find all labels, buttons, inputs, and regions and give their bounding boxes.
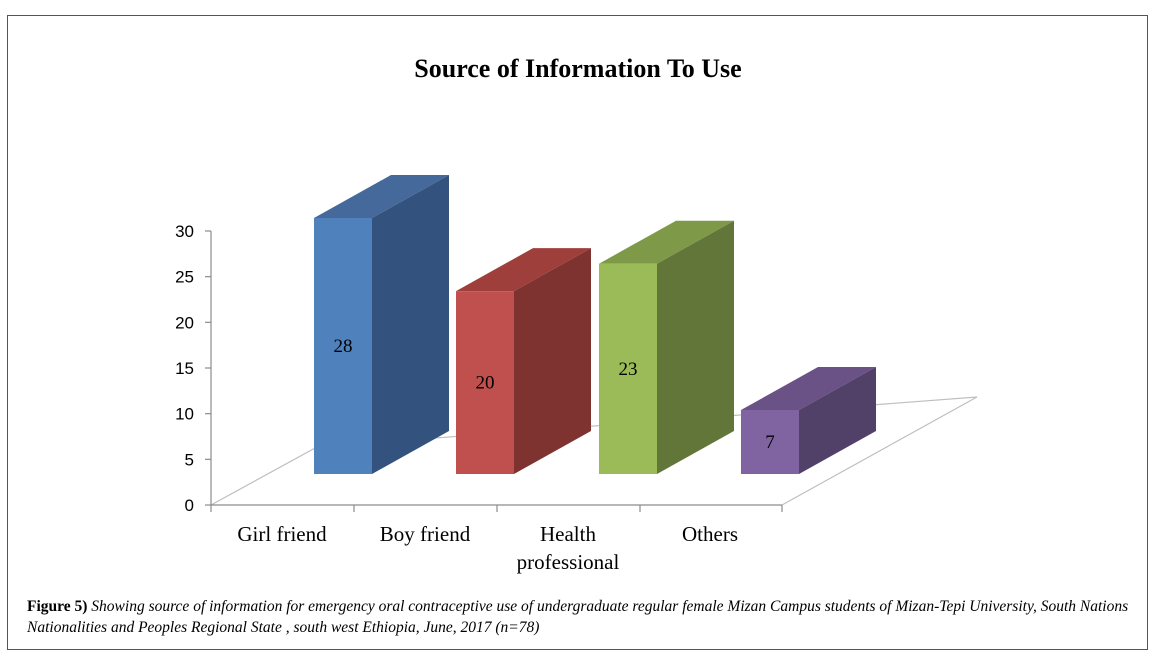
- bar-chart: 0 5 10 15 20 25 30 28 20 23 7 Girl friend Boy frie…: [175, 175, 978, 574]
- x-tick-label: professional: [517, 550, 620, 574]
- bar-top-face: [599, 220, 734, 264]
- y-tick-label: 0: [185, 496, 194, 515]
- bar-front-face: [456, 291, 514, 474]
- x-tick-label: Girl friend: [237, 522, 327, 546]
- y-tick-label: 20: [175, 313, 194, 332]
- bar-top-face: [456, 248, 591, 292]
- caption-text: Showing source of information for emerge…: [27, 598, 1129, 636]
- bar-data-label: 23: [619, 359, 638, 380]
- bar-side-face: [514, 248, 591, 474]
- bar-side-face: [372, 175, 449, 474]
- chart-title: Source of Information To Use: [414, 54, 742, 83]
- bar-side-face: [799, 367, 876, 474]
- bar-front-face: [599, 263, 657, 474]
- bar: 23: [599, 220, 734, 474]
- figure-caption: Figure 5) Showing source of information …: [27, 596, 1137, 638]
- bar-top-face: [741, 367, 876, 410]
- bar-data-label: 7: [765, 432, 775, 453]
- y-tick-label: 25: [175, 268, 194, 287]
- bar-front-face: [741, 410, 799, 474]
- bar-front-face: [314, 218, 372, 474]
- y-tick-label: 10: [175, 405, 194, 424]
- bar-data-label: 28: [334, 336, 353, 357]
- bar-side-face: [657, 220, 734, 474]
- bar-data-label: 20: [476, 373, 495, 394]
- bars-group: 28 20 23 7: [314, 175, 876, 474]
- x-tick-label: Health: [540, 522, 596, 546]
- x-tick-label: Others: [682, 522, 738, 546]
- y-tick-label: 5: [185, 450, 194, 469]
- bar-top-face: [314, 175, 449, 218]
- x-axis-labels: Girl friend Boy friend Health professional O…: [237, 522, 738, 574]
- y-axis: 0 5 10 15 20 25 30: [175, 222, 212, 515]
- caption-label: Figure 5): [27, 598, 88, 615]
- bar: 7: [741, 367, 876, 474]
- bar: 28: [314, 175, 449, 474]
- y-tick-label: 15: [175, 359, 194, 378]
- bar: 20: [456, 248, 591, 474]
- y-tick-label: 30: [175, 222, 194, 241]
- x-tick-label: Boy friend: [380, 522, 471, 546]
